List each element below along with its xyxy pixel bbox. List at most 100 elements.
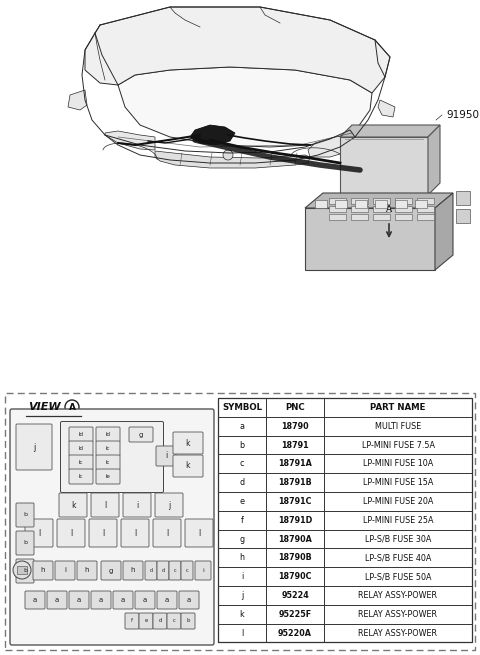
FancyBboxPatch shape [157,591,177,609]
Polygon shape [395,214,412,220]
Polygon shape [428,125,440,195]
FancyBboxPatch shape [96,469,120,484]
Text: d: d [240,478,245,487]
Bar [335,200,347,208]
Text: l: l [70,529,72,538]
FancyBboxPatch shape [185,519,213,547]
Text: LP-MINI FUSE 10A: LP-MINI FUSE 10A [363,459,433,468]
Bar [17,566,27,574]
Text: MULTI FUSE: MULTI FUSE [375,422,421,431]
Text: b: b [186,618,190,624]
Polygon shape [305,193,453,208]
FancyBboxPatch shape [69,427,93,442]
Text: 18791D: 18791D [278,515,312,525]
FancyBboxPatch shape [69,441,93,456]
Text: RELAY ASSY-POWER: RELAY ASSY-POWER [359,610,437,619]
FancyBboxPatch shape [55,561,75,580]
Polygon shape [395,198,412,204]
FancyBboxPatch shape [113,591,133,609]
Text: j: j [33,443,35,451]
Bar [315,200,327,208]
Text: a: a [165,597,169,603]
Text: d: d [161,568,165,573]
Text: SYMBOL: SYMBOL [222,403,262,412]
FancyBboxPatch shape [96,427,120,442]
Text: j: j [168,500,170,510]
FancyBboxPatch shape [179,591,199,609]
FancyBboxPatch shape [153,519,181,547]
Text: c: c [186,568,188,573]
Bar [415,200,427,208]
Text: LP-S/B FUSE 50A: LP-S/B FUSE 50A [365,572,431,581]
FancyBboxPatch shape [33,561,53,580]
Text: l: l [102,529,104,538]
FancyBboxPatch shape [25,519,53,547]
FancyBboxPatch shape [89,519,117,547]
Text: c: c [173,618,175,624]
Text: 18791B: 18791B [278,478,312,487]
Text: a: a [55,597,59,603]
Text: l: l [198,529,200,538]
Text: i: i [64,567,66,574]
Text: PART NAME: PART NAME [370,403,426,412]
Text: 18790B: 18790B [278,553,312,562]
Polygon shape [373,214,390,220]
Text: b: b [23,569,27,574]
Text: f: f [240,515,243,525]
Polygon shape [373,198,390,204]
Text: e: e [240,497,244,506]
Polygon shape [305,208,435,270]
Text: A: A [69,403,75,411]
Text: 95225F: 95225F [278,610,312,619]
Polygon shape [351,214,368,220]
Text: k: k [71,500,75,510]
Text: c: c [174,568,176,573]
Text: b: b [23,540,27,546]
FancyBboxPatch shape [129,427,153,442]
Polygon shape [417,198,434,204]
FancyBboxPatch shape [155,493,183,517]
Polygon shape [308,135,358,157]
Text: k: k [240,610,244,619]
FancyBboxPatch shape [69,469,93,484]
Text: g: g [109,567,113,574]
FancyBboxPatch shape [169,561,181,580]
Polygon shape [190,125,235,145]
Bar [218,398,472,643]
FancyBboxPatch shape [47,591,67,609]
Text: i: i [165,451,167,460]
Text: 18791C: 18791C [278,497,312,506]
Text: g: g [240,534,245,544]
Text: a: a [187,597,191,603]
Text: 95224: 95224 [281,591,309,600]
Polygon shape [373,206,390,212]
FancyBboxPatch shape [16,424,52,470]
Text: A: A [386,206,392,214]
Text: LP-S/B FUSE 40A: LP-S/B FUSE 40A [365,553,431,562]
Text: c: c [240,459,244,468]
Text: a: a [77,597,81,603]
FancyBboxPatch shape [57,519,85,547]
Polygon shape [378,100,395,117]
Text: j: j [241,591,243,600]
FancyBboxPatch shape [25,591,45,609]
Text: lc: lc [106,446,110,451]
Text: i: i [241,572,243,581]
FancyBboxPatch shape [139,613,153,629]
Text: 95220A: 95220A [278,629,312,637]
FancyBboxPatch shape [153,613,167,629]
Text: 18790: 18790 [281,422,309,431]
FancyBboxPatch shape [77,561,97,580]
Polygon shape [329,206,346,212]
Text: ld: ld [106,432,110,437]
FancyBboxPatch shape [156,446,176,466]
FancyBboxPatch shape [181,561,193,580]
FancyBboxPatch shape [69,591,89,609]
FancyBboxPatch shape [16,531,34,555]
FancyBboxPatch shape [173,455,203,477]
Text: i: i [136,500,138,510]
FancyBboxPatch shape [59,493,87,517]
FancyBboxPatch shape [145,561,157,580]
Text: 18791A: 18791A [278,459,312,468]
Text: lc: lc [79,460,83,465]
